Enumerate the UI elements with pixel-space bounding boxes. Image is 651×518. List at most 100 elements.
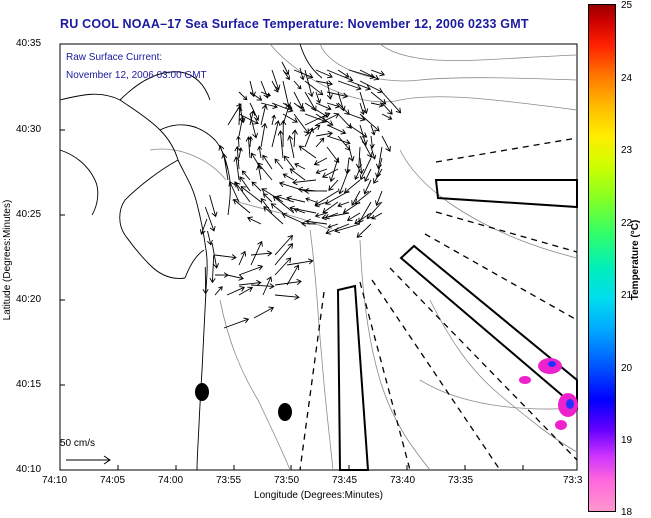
current-vector xyxy=(359,157,372,181)
annotation-line1: Raw Surface Current: xyxy=(66,52,163,63)
xtick-label: 73:50 xyxy=(274,475,300,486)
current-vector xyxy=(262,276,273,296)
current-vector xyxy=(326,124,347,135)
current-vector xyxy=(313,157,328,166)
current-vector xyxy=(337,201,350,208)
current-vector xyxy=(337,80,362,91)
current-vector xyxy=(293,102,306,112)
current-vector xyxy=(326,146,340,164)
temperature-colorbar xyxy=(588,4,616,512)
ytick-label: 40:30 xyxy=(16,124,42,135)
current-vector xyxy=(314,201,328,208)
annotation-line2: November 12, 2006 03:00 GMT xyxy=(66,70,207,81)
current-vector xyxy=(381,113,393,120)
current-vector xyxy=(249,113,259,139)
colorbar-tick: 19 xyxy=(621,435,633,446)
current-vector xyxy=(326,91,349,99)
current-vector xyxy=(271,69,281,91)
current-vector xyxy=(238,115,245,137)
current-vector xyxy=(315,130,334,137)
lane-boundaries xyxy=(299,137,578,471)
current-vector xyxy=(199,218,208,235)
current-vector xyxy=(326,135,351,146)
current-vector xyxy=(337,102,350,115)
current-vector xyxy=(291,129,298,148)
current-vector xyxy=(297,186,317,193)
current-vector xyxy=(257,162,273,181)
ytick-label: 40:25 xyxy=(16,209,42,220)
current-vector xyxy=(327,223,339,229)
current-vector xyxy=(359,113,380,132)
colorbar-tick: 25 xyxy=(621,0,633,11)
current-vector xyxy=(346,212,361,222)
current-vector xyxy=(249,91,263,101)
current-vector xyxy=(277,130,284,159)
current-vector xyxy=(234,145,241,170)
current-vector xyxy=(293,69,314,79)
surface-current-vectors xyxy=(199,61,402,329)
current-vector xyxy=(373,168,383,184)
current-vector xyxy=(375,146,383,170)
current-vector xyxy=(293,91,304,109)
current-vector xyxy=(371,212,383,220)
current-vector xyxy=(348,146,355,162)
current-vector xyxy=(326,102,341,109)
current-vector xyxy=(274,234,293,256)
current-vector xyxy=(289,205,317,214)
current-vector xyxy=(292,179,317,186)
plot-frame xyxy=(59,43,578,471)
current-vector xyxy=(274,278,302,286)
current-vector xyxy=(214,272,229,278)
current-vector xyxy=(211,242,220,269)
current-vector xyxy=(262,154,273,170)
current-vector xyxy=(260,104,268,126)
xtick-label: 74:10 xyxy=(42,475,68,486)
current-vector xyxy=(315,168,328,175)
current-vector xyxy=(370,124,376,136)
current-vector xyxy=(282,113,298,123)
current-vector xyxy=(337,113,352,129)
current-vector xyxy=(256,164,263,181)
current-vector xyxy=(294,163,306,170)
current-vector xyxy=(250,240,263,266)
current-vector xyxy=(315,112,340,126)
xtick-label: 74:00 xyxy=(158,475,184,486)
current-vector xyxy=(321,212,350,221)
current-vector xyxy=(315,91,322,104)
colorbar-tick: 24 xyxy=(621,73,633,84)
current-vector xyxy=(241,170,251,181)
scale-label: 50 cm/s xyxy=(60,438,96,449)
current-vector xyxy=(286,258,314,266)
current-vector xyxy=(304,80,324,96)
colorbar-label: Temperature (°C) xyxy=(630,219,641,301)
current-vector xyxy=(354,168,361,180)
current-vector xyxy=(328,179,339,191)
current-vector xyxy=(298,145,317,159)
current-vector xyxy=(304,91,317,112)
current-vector xyxy=(370,102,384,108)
current-vector xyxy=(260,122,268,148)
current-vector xyxy=(226,274,245,281)
current-vector xyxy=(260,102,278,110)
current-vector xyxy=(304,124,321,137)
current-vector xyxy=(342,201,361,214)
current-vector xyxy=(274,293,300,301)
colorbar-tick: 18 xyxy=(621,507,633,518)
current-vector xyxy=(262,193,273,203)
ytick-label: 40:10 xyxy=(16,464,42,475)
current-vector xyxy=(315,102,332,111)
colorbar-tick: 21 xyxy=(621,290,633,301)
current-vector xyxy=(263,206,284,225)
current-vector xyxy=(303,187,328,194)
current-vector xyxy=(356,223,372,238)
current-vector xyxy=(274,243,294,266)
current-vector xyxy=(286,264,300,286)
current-vector xyxy=(223,317,250,329)
current-vector xyxy=(315,69,333,79)
current-vector xyxy=(251,181,262,192)
current-vector xyxy=(274,257,292,276)
current-vector xyxy=(228,180,240,203)
ytick-label: 40:35 xyxy=(16,38,42,49)
current-vector xyxy=(260,197,273,214)
current-vector xyxy=(204,206,216,232)
